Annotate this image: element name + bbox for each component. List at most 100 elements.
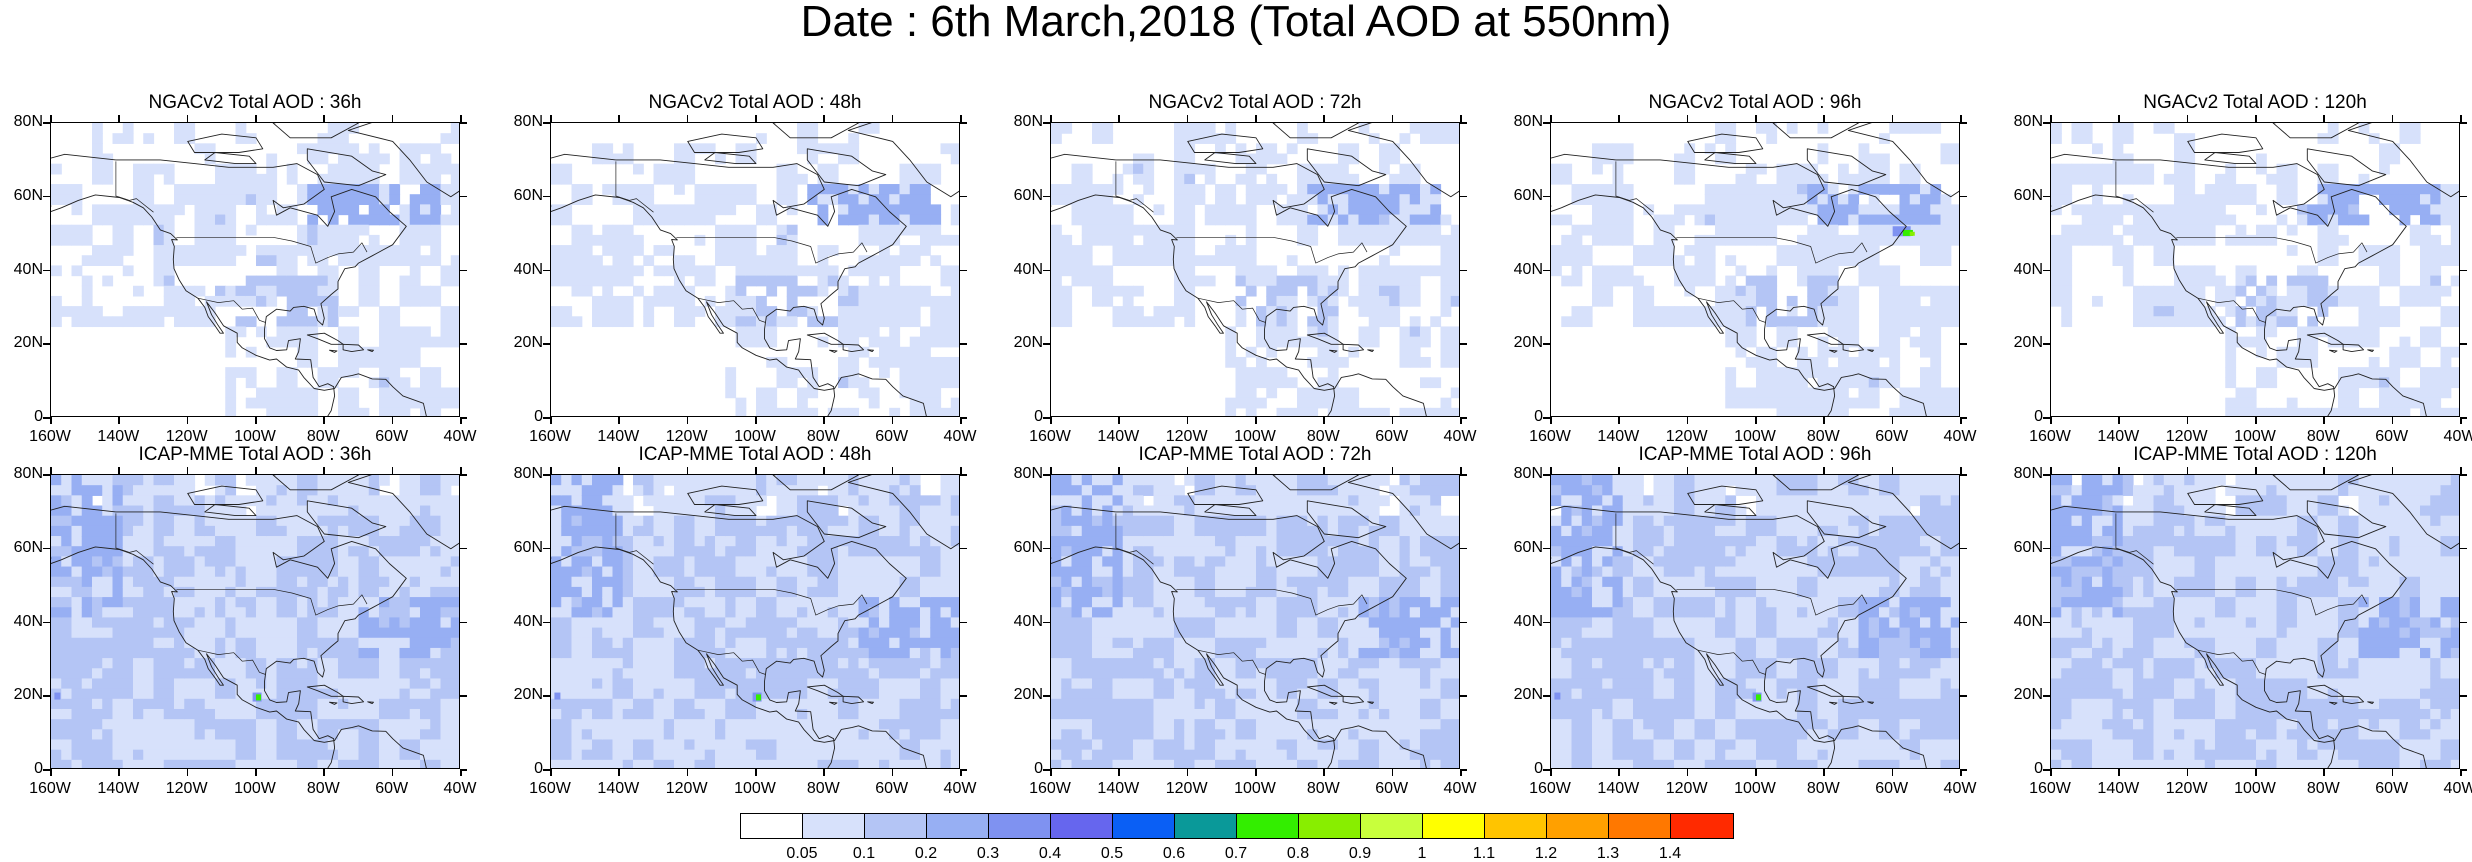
lon-tick-label: 100W	[1734, 780, 1776, 797]
lon-tick-mark	[2186, 417, 2189, 424]
lon-tick-label: 100W	[1234, 428, 1276, 445]
lon-tick-mark	[755, 467, 757, 474]
lon-tick-mark	[50, 769, 52, 776]
lat-tick-mark	[2460, 417, 2467, 419]
aod-hotspot	[54, 692, 262, 702]
lon-tick-mark	[186, 115, 189, 122]
lat-tick-mark	[1960, 195, 1967, 198]
lat-tick-label: 80N	[513, 113, 543, 130]
figure-title: Date : 6th March,2018 (Total AOD at 550n…	[800, 0, 1672, 46]
colorbar-label: 1.3	[1596, 845, 1620, 862]
aod-field	[1551, 475, 1959, 768]
lon-tick-mark	[550, 467, 552, 474]
lat-tick-mark	[960, 474, 967, 476]
lat-tick-label: 40N	[513, 260, 543, 278]
lat-tick-label: 80N	[2013, 465, 2043, 482]
lon-tick-mark	[1960, 417, 1962, 424]
lat-tick-label: 60N	[13, 186, 43, 204]
lat-tick-mark	[1043, 269, 1050, 271]
lon-tick-mark	[2460, 769, 2462, 776]
lon-tick-mark	[1391, 467, 1394, 474]
map-panel	[2050, 122, 2460, 417]
lon-tick-label: 60W	[375, 780, 409, 797]
lon-tick-label: 140W	[97, 428, 140, 445]
lat-tick-mark	[1543, 269, 1550, 271]
colorbar-box	[989, 814, 1051, 838]
lon-tick-mark	[1323, 769, 1325, 776]
lon-tick-mark	[186, 417, 189, 424]
lat-tick-mark	[1043, 343, 1050, 345]
lat-tick-mark	[2460, 343, 2467, 345]
lat-tick-label: 60N	[13, 538, 43, 556]
coastlines	[1551, 475, 1959, 768]
lon-tick-mark	[255, 115, 257, 122]
lat-tick-mark	[1043, 122, 1050, 124]
lon-tick-label: 60W	[875, 780, 909, 797]
lon-tick-label: 160W	[1529, 780, 1571, 797]
map-svg	[1051, 475, 1459, 768]
coastlines	[551, 475, 959, 768]
lon-tick-mark	[2323, 115, 2325, 122]
lat-tick-mark	[543, 417, 550, 419]
lon-tick-mark	[755, 115, 757, 122]
lon-tick-mark	[50, 467, 52, 474]
lon-tick-label: 140W	[1597, 428, 1640, 445]
lat-tick-label: 20N	[1013, 334, 1043, 352]
lon-tick-label: 40W	[443, 428, 477, 445]
lat-tick-mark	[460, 417, 467, 419]
lat-tick-mark	[43, 769, 50, 771]
lon-tick-mark	[1118, 467, 1120, 474]
lat-tick-mark	[43, 695, 50, 697]
lon-tick-mark	[1050, 467, 1052, 474]
lat-tick-mark	[1960, 417, 1967, 419]
lat-tick-mark	[543, 195, 550, 198]
map-panel	[1050, 474, 1460, 769]
lon-tick-label: 40W	[2443, 780, 2472, 797]
lon-tick-mark	[2391, 769, 2394, 776]
panel-title: NGACv2 Total AOD : 96h	[1648, 92, 1862, 113]
lon-tick-label: 120W	[165, 428, 208, 445]
colorbar-box	[1423, 814, 1485, 838]
coastlines	[2051, 123, 2459, 416]
lat-tick-mark	[1460, 122, 1467, 124]
lon-tick-label: 40W	[943, 780, 977, 797]
lon-tick-label: 60W	[875, 428, 909, 445]
lon-tick-label: 140W	[1597, 780, 1640, 797]
aod-colorbar	[740, 813, 1734, 839]
lat-tick-label: 0	[34, 408, 43, 425]
lat-tick-mark	[1543, 417, 1550, 419]
lat-tick-mark	[1543, 343, 1550, 345]
lon-tick-mark	[1550, 115, 1552, 122]
lon-tick-label: 160W	[29, 428, 71, 445]
lat-tick-mark	[1960, 269, 1967, 271]
lat-tick-mark	[460, 195, 467, 198]
lon-tick-mark	[460, 467, 462, 474]
lat-tick-label: 20N	[513, 686, 543, 704]
lat-tick-mark	[1960, 769, 1967, 771]
lat-tick-mark	[1043, 195, 1050, 198]
lon-tick-mark	[1460, 769, 1462, 776]
lat-tick-mark	[1460, 695, 1467, 697]
lon-tick-mark	[2391, 467, 2394, 474]
lat-tick-mark	[543, 474, 550, 476]
panel-title: NGACv2 Total AOD : 120h	[2143, 92, 2367, 113]
colorbar-label: 0.4	[1038, 845, 1062, 862]
map-panel	[1550, 122, 1960, 417]
lat-tick-mark	[1543, 195, 1550, 198]
lat-tick-mark	[460, 474, 467, 476]
lat-tick-mark	[1043, 547, 1050, 550]
lat-tick-label: 40N	[1013, 260, 1043, 278]
lon-tick-mark	[1550, 769, 1552, 776]
map-panel	[1550, 474, 1960, 769]
map-panel	[2050, 474, 2460, 769]
lon-tick-mark	[755, 769, 757, 776]
lon-tick-mark	[2186, 467, 2189, 474]
lat-tick-mark	[2043, 269, 2050, 271]
lat-tick-mark	[2043, 474, 2050, 476]
panel-title: ICAP-MME Total AOD : 120h	[2133, 444, 2377, 465]
lon-tick-mark	[1960, 115, 1962, 122]
lon-tick-mark	[2255, 417, 2257, 424]
lat-tick-mark	[43, 195, 50, 198]
lon-tick-label: 160W	[2029, 428, 2071, 445]
lon-tick-mark	[1823, 467, 1825, 474]
